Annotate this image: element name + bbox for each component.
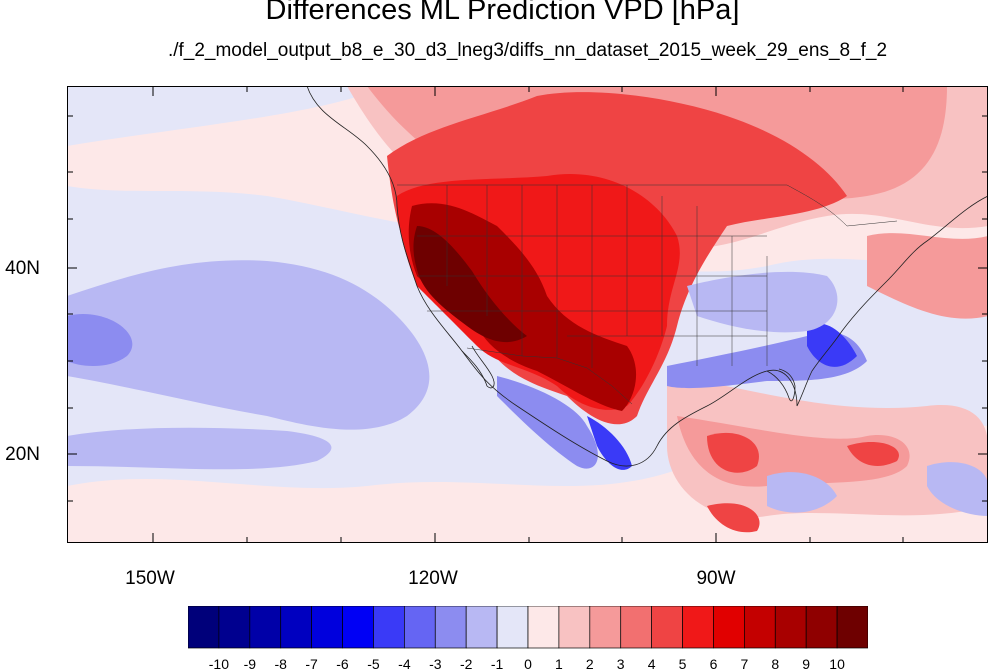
colorbar-tick-label: -8 xyxy=(274,656,287,672)
vpd-difference-map xyxy=(67,86,988,543)
field-blue-hawaii xyxy=(67,427,332,470)
border-us-mexico xyxy=(466,347,633,405)
colorbar-swatch xyxy=(249,606,282,649)
border-us-canada xyxy=(397,184,898,227)
axis-ticks xyxy=(67,86,988,543)
colorbar xyxy=(188,606,868,649)
lon-label-90w: 90W xyxy=(696,568,736,589)
lon-label-120w: 120W xyxy=(408,568,458,589)
colorbar-swatch xyxy=(434,606,467,649)
field-red-caribbean xyxy=(707,432,759,473)
colorbar-tick-label: -1 xyxy=(490,656,504,672)
colorbar-swatch xyxy=(311,606,343,649)
map-subtitle: ./f_2_model_output_b8_e_30_d3_lneg3/diff… xyxy=(167,40,888,61)
colorbar-tick-label: 8 xyxy=(771,656,780,672)
colorbar-tick-label: 2 xyxy=(585,656,594,672)
lat-label-20n: 20N xyxy=(5,444,40,465)
colorbar-swatch xyxy=(404,606,436,649)
colorbar-swatch xyxy=(682,606,714,649)
colorbar-tick-label: -5 xyxy=(367,656,380,672)
colorbar-swatch xyxy=(465,606,498,649)
colorbar-tick-label: 3 xyxy=(616,656,625,672)
colorbar-tick-label: 10 xyxy=(829,656,845,672)
colorbar-swatch xyxy=(651,606,683,649)
field-blue-caribbean xyxy=(767,472,837,513)
coastline-baja-california xyxy=(461,345,495,389)
colorbar-tick-label: -4 xyxy=(398,656,411,672)
colorbar-tick-label: 5 xyxy=(678,656,687,672)
colorbar-tick-label: -7 xyxy=(305,656,318,672)
coastline-florida xyxy=(766,368,796,402)
field-darkest-red-southwest xyxy=(413,226,527,343)
colorbar-swatch xyxy=(774,606,807,649)
field-blue-pacific xyxy=(67,260,430,430)
colorbar-tick-label: 9 xyxy=(802,656,811,672)
colorbar-swatch xyxy=(836,606,868,649)
colorbar-swatch xyxy=(805,606,838,649)
colorbar-tick-label: 6 xyxy=(709,656,718,672)
colorbar-swatch xyxy=(342,606,374,649)
colorbar-swatch xyxy=(496,606,529,649)
lon-label-150w: 150W xyxy=(125,568,175,589)
field-red-atlantic-south xyxy=(847,441,899,466)
colorbar-tick-label: -3 xyxy=(429,656,442,672)
colorbar-swatch xyxy=(280,606,312,649)
colorbar-swatch xyxy=(744,606,776,649)
field-red-south-edge xyxy=(707,503,760,533)
colorbar-tick-label: 1 xyxy=(554,656,563,672)
colorbar-tick-label: -2 xyxy=(459,656,473,672)
field-blue-gulf-california xyxy=(497,376,598,469)
coastline-north-america xyxy=(306,86,988,467)
map-title: Differences ML Prediction VPD [hPa] xyxy=(265,0,740,26)
colorbar-swatch xyxy=(589,606,622,649)
colorbar-swatch xyxy=(620,606,652,649)
colorbar-swatch xyxy=(218,606,251,649)
colorbar-tick-label: 4 xyxy=(647,656,656,672)
lat-label-40n: 40N xyxy=(5,258,40,279)
field-blue-midwest xyxy=(687,271,838,333)
field-dark-red-west xyxy=(408,203,637,411)
colorbar-swatch xyxy=(188,606,220,649)
colorbar-tick-label: -10 xyxy=(208,656,229,672)
colorbar-swatch xyxy=(527,606,560,649)
field-salmon-atlantic xyxy=(867,233,988,319)
field-blue-pacific-core xyxy=(67,314,133,366)
field-blue-east-atlantic xyxy=(927,462,988,516)
colorbar-swatch xyxy=(713,606,745,649)
border-state-lines xyxy=(417,185,768,368)
colorbar-tick-label: -9 xyxy=(243,656,257,672)
map-panel xyxy=(67,86,988,543)
field-blue-mexico-west xyxy=(587,416,632,470)
colorbar-tick-label: 7 xyxy=(740,656,749,672)
colorbar-tick-label: -6 xyxy=(336,656,349,672)
colorbar-tick-label: 0 xyxy=(524,656,532,672)
colorbar-swatch xyxy=(558,606,591,649)
colorbar-swatch xyxy=(373,606,405,649)
